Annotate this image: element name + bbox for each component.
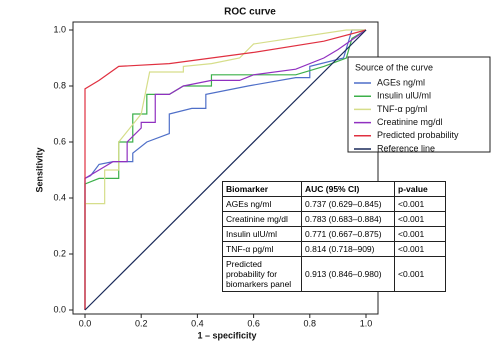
table-row: AGEs ng/ml 0.737 (0.629–0.845) <0.001 bbox=[222, 196, 446, 212]
table-cell: <0.001 bbox=[394, 256, 446, 292]
x-tick-label: 0.0 bbox=[79, 318, 92, 328]
legend-box bbox=[347, 56, 491, 153]
table-header: AUC (95% CI) bbox=[301, 181, 395, 197]
legend-label: Reference line bbox=[377, 143, 435, 153]
table-cell: <0.001 bbox=[394, 226, 446, 242]
legend-label: TNF-α pg/ml bbox=[377, 104, 427, 114]
table-header-row: Biomarker AUC (95% CI) p-value bbox=[222, 181, 446, 197]
x-axis-label: 1 – specificity bbox=[197, 330, 256, 340]
table-cell: Insulin ulU/ml bbox=[222, 226, 302, 242]
y-tick-label: 0.6 bbox=[53, 136, 66, 146]
table-cell: 0.771 (0.667–0.875) bbox=[301, 226, 395, 242]
y-tick-label: 0.0 bbox=[53, 304, 66, 314]
plot-frame bbox=[72, 21, 379, 315]
legend-label: AGEs ng/ml bbox=[377, 77, 425, 87]
y-tick-label: 0.8 bbox=[53, 80, 66, 90]
table-cell: 0.737 (0.629–0.845) bbox=[301, 196, 395, 212]
legend-label: Creatinine mg/dl bbox=[377, 117, 443, 127]
table-cell: AGEs ng/ml bbox=[222, 196, 302, 212]
table-cell: 0.783 (0.683–0.884) bbox=[301, 211, 395, 227]
x-tick-label: 1.0 bbox=[360, 318, 373, 328]
table-cell: Predicted probability for biomarkers pan… bbox=[222, 256, 302, 292]
table-header: Biomarker bbox=[222, 181, 302, 197]
roc-curve bbox=[84, 29, 367, 310]
table-row: TNF-α pg/ml 0.814 (0.718–909) <0.001 bbox=[222, 241, 446, 257]
table-header: p-value bbox=[394, 181, 446, 197]
roc-curve bbox=[84, 29, 366, 310]
table-cell: TNF-α pg/ml bbox=[222, 241, 302, 257]
auc-table: Biomarker AUC (95% CI) p-value AGEs ng/ml 0.… bbox=[222, 181, 446, 292]
table-cell: <0.001 bbox=[394, 241, 446, 257]
legend-label: Predicted probability bbox=[377, 130, 459, 140]
y-axis-label: Sensitivity bbox=[34, 147, 44, 192]
x-tick-label: 0.2 bbox=[135, 318, 148, 328]
table-row: Insulin ulU/ml 0.771 (0.667–0.875) <0.001 bbox=[222, 226, 446, 242]
table-cell: <0.001 bbox=[394, 211, 446, 227]
x-tick-label: 0.8 bbox=[304, 318, 317, 328]
y-tick-label: 0.2 bbox=[53, 248, 66, 258]
roc-curve bbox=[84, 29, 366, 310]
table-cell: 0.814 (0.718–909) bbox=[301, 241, 395, 257]
roc-curve bbox=[84, 29, 367, 310]
roc-curve bbox=[84, 29, 367, 311]
table-cell: <0.001 bbox=[394, 196, 446, 212]
y-tick-label: 1.0 bbox=[53, 24, 66, 34]
table-row: Predicted probability for biomarkers pan… bbox=[222, 256, 446, 292]
table-cell: 0.913 (0.846–0.980) bbox=[301, 256, 395, 292]
legend-title: Source of the curve bbox=[355, 62, 433, 72]
table-cell: Creatinine mg/dl bbox=[222, 211, 302, 227]
y-tick-label: 0.4 bbox=[53, 192, 66, 202]
x-tick-label: 0.6 bbox=[247, 318, 260, 328]
legend-label: Insulin ulU/ml bbox=[377, 91, 431, 101]
chart-title: ROC curve bbox=[224, 7, 276, 18]
table-row: Creatinine mg/dl 0.783 (0.683–0.884) <0.00… bbox=[222, 211, 446, 227]
x-tick-label: 0.4 bbox=[191, 318, 204, 328]
